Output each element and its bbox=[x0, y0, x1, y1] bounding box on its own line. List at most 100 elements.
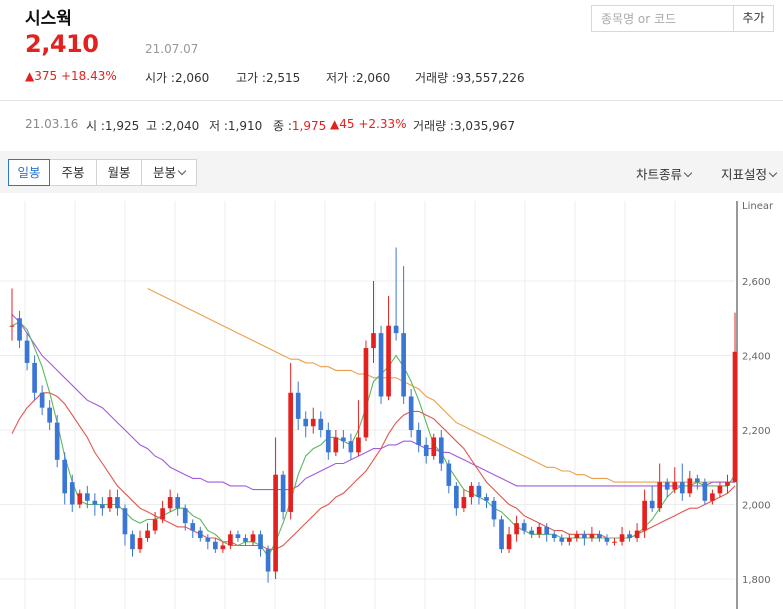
selected-open-value: 1,925 bbox=[104, 119, 140, 133]
candle-body bbox=[476, 485, 482, 498]
selected-volume-label: 거래량 : bbox=[413, 119, 454, 133]
candle-body bbox=[529, 530, 534, 535]
candle-body bbox=[732, 351, 738, 483]
volume-value: 93,557,226 bbox=[455, 71, 525, 85]
y-tick-label: 2,600 bbox=[742, 277, 771, 288]
selected-volume: 거래량 :3,035,967 bbox=[413, 117, 515, 134]
candle-body bbox=[469, 485, 474, 498]
candle-body bbox=[582, 534, 587, 539]
candle-body bbox=[695, 478, 700, 483]
candle-body bbox=[627, 534, 632, 539]
y-tick-label: 2,000 bbox=[742, 501, 771, 512]
selected-change: ▲45 +2.33% bbox=[330, 117, 407, 131]
candle-body bbox=[559, 538, 565, 542]
candle-body bbox=[318, 418, 324, 430]
add-button[interactable]: 추가 bbox=[734, 5, 774, 32]
candle-body bbox=[9, 325, 15, 327]
candle-body bbox=[243, 538, 248, 542]
candle-body bbox=[160, 508, 165, 520]
candle-body bbox=[250, 534, 256, 542]
candle-body bbox=[484, 497, 489, 501]
candle-body bbox=[423, 444, 429, 457]
stock-search-input[interactable] bbox=[592, 6, 733, 31]
candle-body bbox=[612, 541, 617, 543]
candle-body bbox=[288, 392, 293, 512]
y-tick-label: 2,200 bbox=[742, 426, 771, 437]
y-tick-label: 1,800 bbox=[742, 575, 771, 586]
candle-body bbox=[24, 340, 30, 363]
high-value: 2,515 bbox=[265, 71, 301, 85]
candle-body bbox=[213, 541, 218, 550]
ma20-line bbox=[11, 392, 736, 550]
candle-body bbox=[273, 474, 278, 572]
chevron-down-icon bbox=[177, 166, 187, 176]
candle-body bbox=[386, 325, 391, 397]
candle-body bbox=[566, 538, 572, 542]
ma120-line bbox=[147, 288, 735, 483]
candle-body bbox=[235, 534, 241, 539]
candle-body bbox=[454, 485, 459, 509]
candle-body bbox=[589, 534, 595, 539]
high-stat: 고가 :2,515 bbox=[236, 69, 300, 86]
indicator-settings-menu[interactable]: 지표설정 bbox=[721, 164, 778, 183]
selected-high-label: 고 : bbox=[146, 119, 165, 133]
tab-minute-label: 분봉 bbox=[152, 165, 176, 180]
candle-body bbox=[544, 526, 550, 535]
tab-minute[interactable]: 분봉 bbox=[141, 159, 197, 186]
candle-body bbox=[461, 497, 467, 509]
candle-body bbox=[514, 523, 519, 535]
selected-close: 종 :1,975 bbox=[273, 117, 326, 134]
price-chart[interactable]: 2,600 2,400 2,200 2,000 1,800 Linear bbox=[0, 193, 783, 609]
candle-body bbox=[265, 549, 271, 572]
candle-body bbox=[687, 478, 693, 494]
candle-body bbox=[363, 348, 369, 438]
open-stat: 시가 :2,060 bbox=[145, 69, 209, 86]
stock-search-box bbox=[591, 5, 734, 32]
candle-body bbox=[258, 534, 263, 550]
low-label: 저가 : bbox=[326, 71, 356, 85]
candle-body bbox=[54, 422, 60, 460]
candle-body bbox=[679, 482, 685, 494]
chart-type-label: 차트종류 bbox=[636, 167, 683, 182]
candle-body bbox=[107, 497, 113, 509]
selected-close-value: 1,975 bbox=[291, 119, 327, 133]
chart-toolbar: 일봉 주봉 월봉 분봉 차트종류 지표설정 bbox=[0, 151, 783, 193]
selected-date: 21.03.16 bbox=[25, 117, 79, 131]
candle-body bbox=[115, 497, 120, 509]
candle-body bbox=[499, 519, 504, 550]
candle-body bbox=[416, 430, 422, 445]
candle-body bbox=[62, 459, 68, 494]
selected-low-value: 1,910 bbox=[227, 119, 263, 133]
low-value: 2,060 bbox=[355, 71, 391, 85]
tab-weekly[interactable]: 주봉 bbox=[49, 159, 97, 186]
selected-high: 고 :2,040 bbox=[146, 117, 199, 134]
selected-open: 시 :1,925 bbox=[86, 117, 139, 134]
candle-body bbox=[597, 534, 602, 539]
candle-body bbox=[536, 526, 542, 535]
header-divider bbox=[0, 100, 783, 101]
candle-body bbox=[39, 392, 45, 408]
candle-body bbox=[341, 437, 346, 442]
candle-body bbox=[69, 482, 75, 505]
selected-open-label: 시 : bbox=[86, 119, 105, 133]
candle-body bbox=[197, 530, 203, 539]
tab-monthly[interactable]: 월봉 bbox=[96, 159, 142, 186]
candle-body bbox=[152, 519, 158, 531]
chart-type-menu[interactable]: 차트종류 bbox=[636, 164, 693, 183]
tab-daily[interactable]: 일봉 bbox=[8, 159, 50, 186]
candle-body bbox=[551, 534, 557, 539]
candle-body bbox=[649, 500, 655, 509]
high-label: 고가 : bbox=[236, 71, 266, 85]
candle-body bbox=[717, 485, 723, 494]
selected-high-value: 2,040 bbox=[164, 119, 200, 133]
candle-body bbox=[393, 325, 399, 334]
low-stat: 저가 :2,060 bbox=[326, 69, 390, 86]
candle-body bbox=[356, 437, 361, 453]
candle-body bbox=[280, 474, 286, 512]
candle-body bbox=[642, 500, 647, 531]
candle-body bbox=[491, 500, 497, 520]
candle-body bbox=[506, 534, 512, 550]
candle-body bbox=[175, 497, 181, 509]
price-date: 21.07.07 bbox=[145, 42, 199, 56]
